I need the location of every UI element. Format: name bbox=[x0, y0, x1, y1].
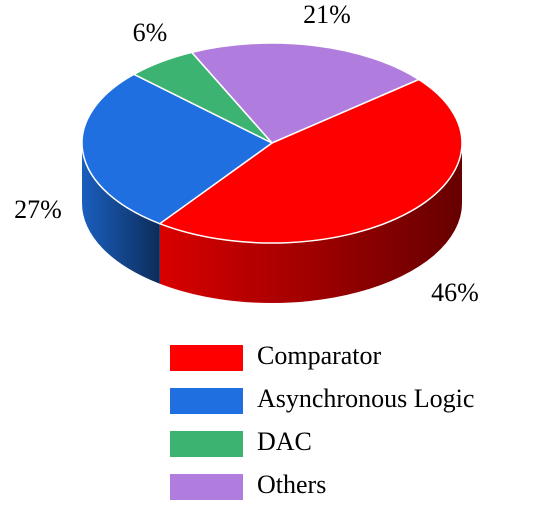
legend-swatch bbox=[170, 345, 243, 371]
legend-label: Asynchronous Logic bbox=[257, 384, 474, 413]
legend-label: Others bbox=[257, 470, 326, 499]
value-label: 6% bbox=[133, 18, 168, 47]
slice-side-shade bbox=[159, 143, 463, 304]
slice bbox=[158, 78, 463, 244]
slice-side-shade bbox=[82, 143, 160, 284]
value-label: 27% bbox=[14, 195, 62, 224]
value-label: 21% bbox=[303, 0, 351, 29]
legend-label: Comparator bbox=[257, 341, 382, 370]
slice bbox=[81, 73, 274, 225]
value-label: 46% bbox=[431, 278, 479, 307]
legend-swatch bbox=[170, 388, 243, 414]
legend-label: DAC bbox=[257, 427, 312, 456]
legend-swatch bbox=[170, 474, 243, 500]
slice bbox=[190, 42, 421, 144]
legend-swatch bbox=[170, 431, 243, 457]
slice bbox=[132, 51, 273, 144]
